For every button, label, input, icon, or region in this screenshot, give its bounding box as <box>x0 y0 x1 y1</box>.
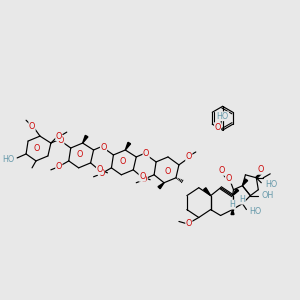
Text: O: O <box>100 142 107 152</box>
Text: O: O <box>34 143 40 152</box>
Text: HO: HO <box>217 112 229 121</box>
Text: H: H <box>230 200 236 209</box>
Polygon shape <box>242 179 247 186</box>
Polygon shape <box>204 188 211 196</box>
Polygon shape <box>231 209 234 214</box>
Text: O: O <box>139 172 146 181</box>
Text: HO: HO <box>265 180 278 189</box>
Text: O: O <box>56 132 62 141</box>
Text: O: O <box>98 169 105 178</box>
Text: H: H <box>239 195 245 204</box>
Text: HO: HO <box>249 207 262 216</box>
Text: O: O <box>225 174 232 183</box>
Text: OH: OH <box>261 191 274 200</box>
Text: O: O <box>76 151 83 160</box>
Polygon shape <box>82 135 88 143</box>
Text: O: O <box>119 158 125 166</box>
Text: O: O <box>29 122 35 131</box>
Text: O: O <box>214 123 221 132</box>
Text: O: O <box>143 149 149 158</box>
Polygon shape <box>232 189 238 196</box>
Text: O: O <box>186 219 192 228</box>
Text: O: O <box>141 175 147 184</box>
Text: O: O <box>257 165 263 174</box>
Polygon shape <box>125 142 130 150</box>
Text: O: O <box>96 165 103 174</box>
Text: HO: HO <box>2 155 14 164</box>
Text: O: O <box>165 167 171 176</box>
Text: O: O <box>218 166 225 175</box>
Text: O: O <box>56 162 62 171</box>
Text: O: O <box>58 136 64 145</box>
Text: O: O <box>186 152 192 161</box>
Polygon shape <box>158 183 164 189</box>
